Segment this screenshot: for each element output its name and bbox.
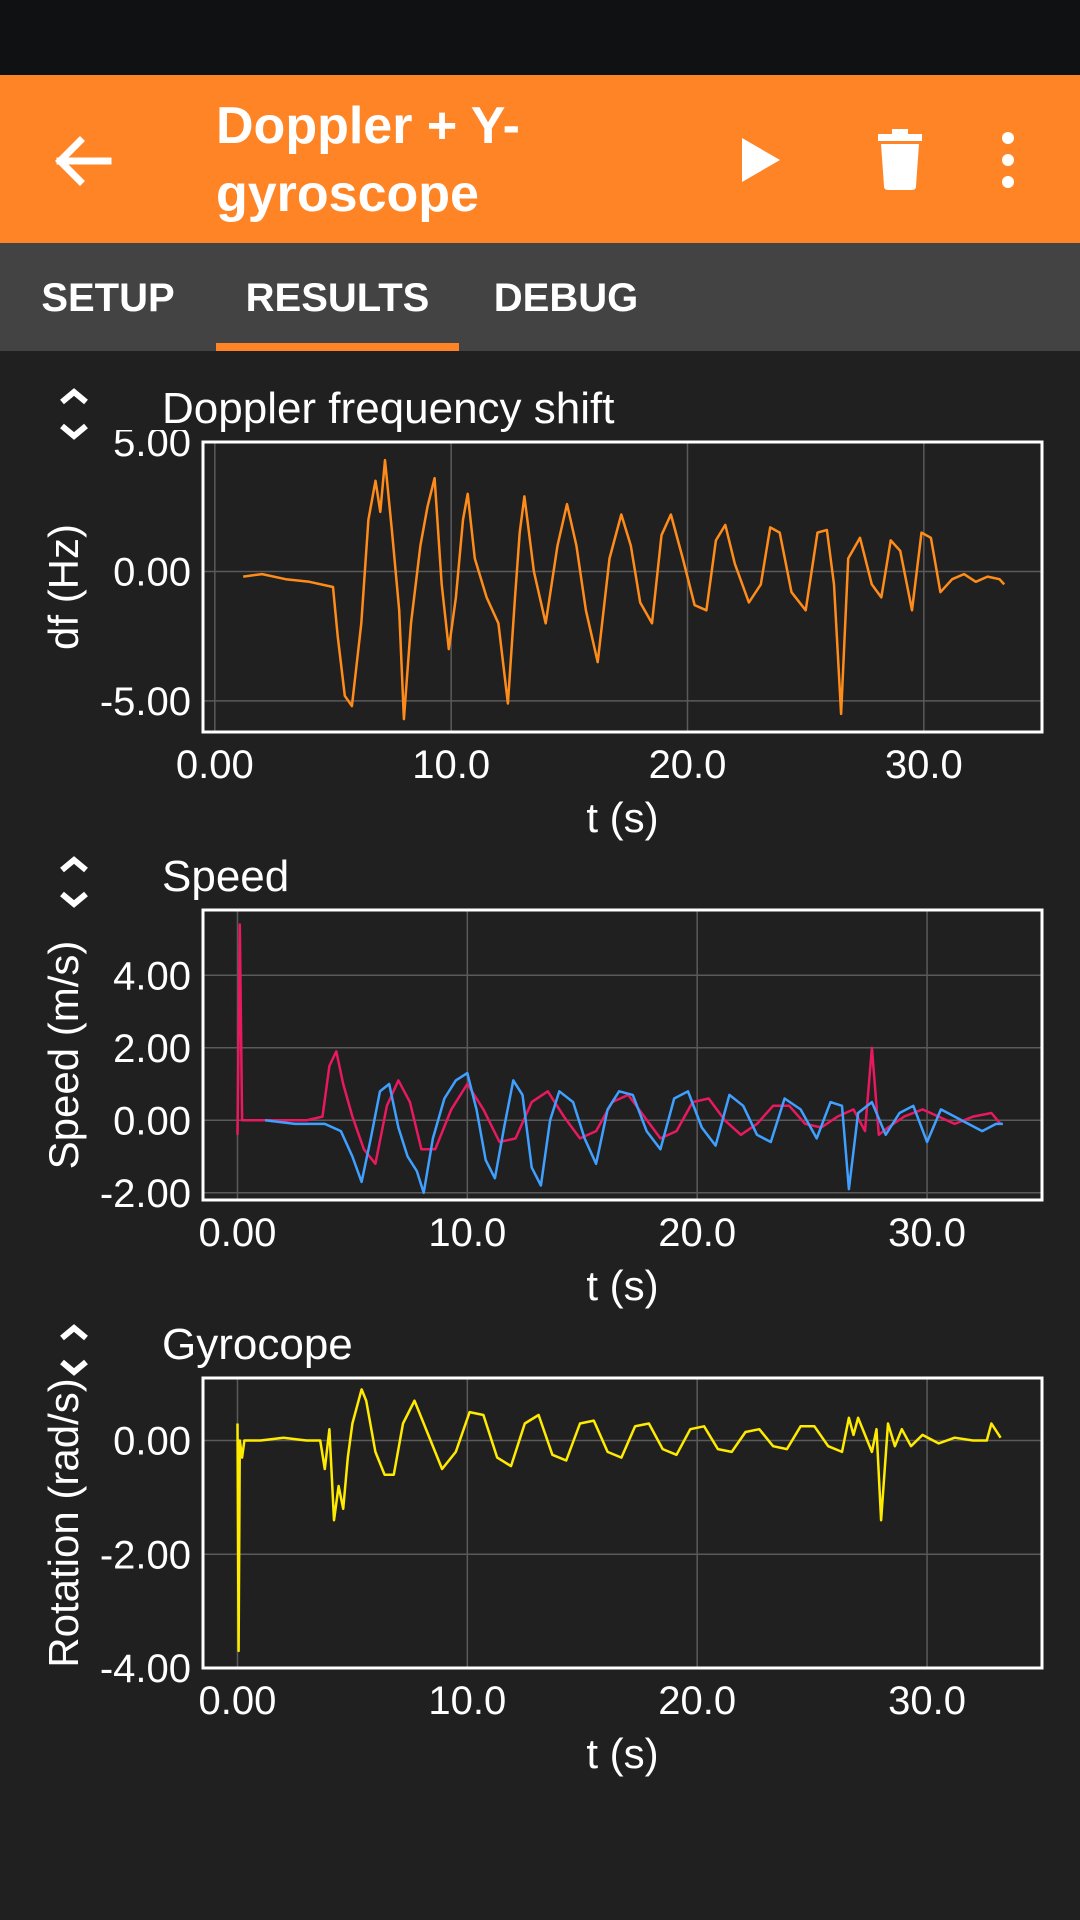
- y-tick-label: 2.00: [113, 1027, 191, 1071]
- chart-title-speed: Speed: [162, 852, 290, 901]
- x-axis-label: t (s): [586, 1262, 658, 1309]
- x-tick-label: 0.00: [176, 743, 254, 787]
- x-tick-label: 20.0: [658, 1211, 736, 1255]
- tab-setup[interactable]: SETUP: [41, 276, 175, 320]
- x-tick-label: 30.0: [888, 1211, 966, 1255]
- page-title-line2: gyroscope: [216, 165, 479, 223]
- x-tick-label: 10.0: [428, 1211, 506, 1255]
- trash-icon: [878, 129, 922, 190]
- y-tick-label: 5.00: [113, 430, 191, 465]
- expand-icon: [60, 856, 88, 908]
- x-tick-label: 20.0: [658, 1679, 736, 1723]
- x-tick-label: 30.0: [888, 1679, 966, 1723]
- x-tick-label: 0.00: [199, 1679, 277, 1723]
- x-tick-label: 0.00: [199, 1211, 277, 1255]
- play-icon: [742, 138, 780, 182]
- page-title: Doppler + Y- gyroscope: [216, 92, 636, 228]
- y-axis-label: Speed (m/s): [40, 941, 87, 1170]
- tab-results[interactable]: RESULTS: [245, 276, 430, 320]
- expand-icon: [60, 1324, 88, 1376]
- status-bar: [0, 0, 1080, 75]
- y-tick-label: 0.00: [113, 1420, 191, 1464]
- plot-frame: [201, 1376, 1044, 1670]
- y-tick-label: 0.00: [113, 550, 191, 594]
- x-axis-label: t (s): [586, 794, 658, 841]
- page-title-line1: Doppler + Y-: [216, 97, 520, 155]
- expand-doppler-button[interactable]: [52, 384, 96, 444]
- gyroscope-chart: 0.00 10.0 20.0 30.0 -4.00 -2.00 0.00 t (s) Rotat…: [40, 1376, 1044, 1777]
- tab-debug[interactable]: DEBUG: [493, 276, 639, 320]
- series-line-rotation: [236, 1388, 1002, 1653]
- delete-button[interactable]: [864, 124, 936, 196]
- y-tick-label: -5.00: [100, 680, 191, 724]
- series-line-df: [243, 458, 1006, 721]
- more-options-button[interactable]: [972, 124, 1044, 196]
- play-button[interactable]: [724, 124, 796, 196]
- x-tick-label: 10.0: [412, 743, 490, 787]
- x-tick-label: 30.0: [885, 743, 963, 787]
- expand-icon: [60, 388, 88, 440]
- y-tick-label: -2.00: [100, 1172, 191, 1216]
- x-axis-label: t (s): [586, 1730, 658, 1777]
- y-tick-label: 0.00: [113, 1099, 191, 1143]
- x-tick-label: 10.0: [428, 1679, 506, 1723]
- y-tick-label: -2.00: [100, 1533, 191, 1577]
- series-line-speed-blue: [264, 1071, 1003, 1195]
- plot-frame: [201, 440, 1044, 734]
- tab-indicator: [216, 343, 459, 351]
- tab-bar: [0, 243, 1080, 351]
- back-button[interactable]: [48, 125, 120, 197]
- doppler-chart: 0.00 10.0 20.0 30.0 -5.00 0.00 5.00 t (s) df (Hz…: [40, 430, 1044, 841]
- chart-title-gyroscope: Gyrocope: [162, 1320, 353, 1369]
- x-tick-label: 20.0: [649, 743, 727, 787]
- more-vert-icon: [1002, 132, 1014, 188]
- plot-frame: [201, 908, 1044, 1202]
- y-tick-label: 4.00: [113, 954, 191, 998]
- y-axis-label: Rotation (rad/s): [40, 1378, 87, 1667]
- expand-gyroscope-button[interactable]: [52, 1320, 96, 1380]
- y-axis-label: df (Hz): [40, 524, 87, 650]
- speed-chart: 0.00 10.0 20.0 30.0-2.000.002.004.00t (s)Sp…: [40, 908, 1044, 1309]
- series-line-speed-magenta: [236, 923, 1002, 1166]
- expand-speed-button[interactable]: [52, 852, 96, 912]
- arrow-left-icon: [55, 136, 112, 186]
- chart-title-doppler: Doppler frequency shift: [162, 384, 615, 433]
- y-tick-label: -4.00: [100, 1647, 191, 1691]
